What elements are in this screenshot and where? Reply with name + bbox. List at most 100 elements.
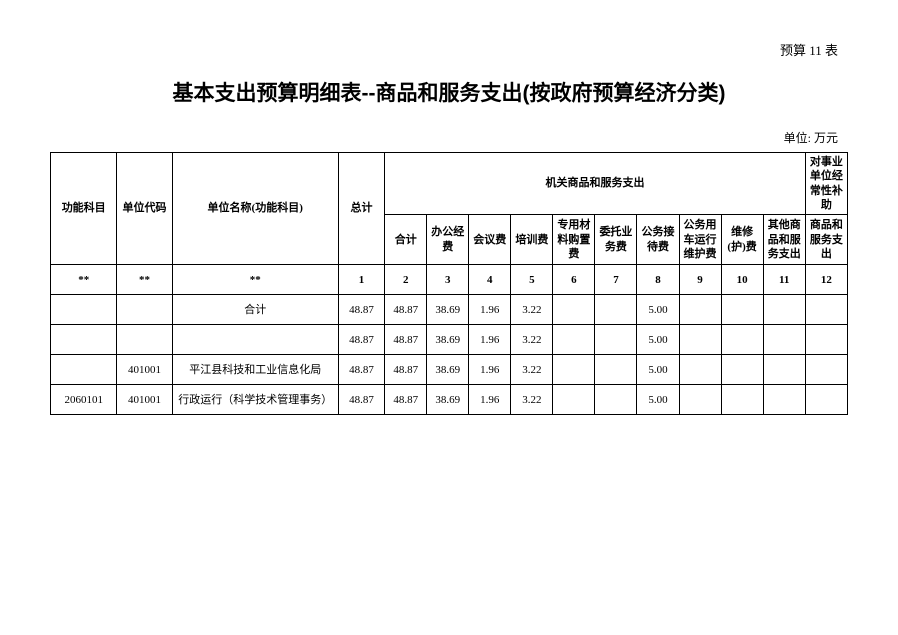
cell-val bbox=[763, 355, 805, 385]
table-row: 合计 48.87 48.87 38.69 1.96 3.22 5.00 bbox=[51, 295, 848, 325]
cell-val: 3.22 bbox=[511, 355, 553, 385]
idx-2: 2 bbox=[385, 265, 427, 295]
th-office-exp: 办公经费 bbox=[427, 215, 469, 265]
cell-val bbox=[595, 385, 637, 415]
index-row: ** ** ** 1 2 3 4 5 6 7 8 9 10 11 12 bbox=[51, 265, 848, 295]
table-row: 48.87 48.87 38.69 1.96 3.22 5.00 bbox=[51, 325, 848, 355]
cell-val bbox=[553, 325, 595, 355]
cell-val bbox=[763, 385, 805, 415]
th-group-subsidy: 对事业单位经常性补助 bbox=[805, 153, 847, 215]
cell-val: 48.87 bbox=[338, 355, 384, 385]
cell-val bbox=[721, 355, 763, 385]
table-row: 401001 平江县科技和工业信息化局 48.87 48.87 38.69 1.… bbox=[51, 355, 848, 385]
cell-val: 48.87 bbox=[338, 325, 384, 355]
unit-label: 单位: 万元 bbox=[50, 129, 848, 146]
page-container: 预算 11 表 基本支出预算明细表--商品和服务支出(按政府预算经济分类) 单位… bbox=[0, 0, 898, 455]
cell-val: 1.96 bbox=[469, 295, 511, 325]
cell-val: 1.96 bbox=[469, 385, 511, 415]
budget-table: 功能科目 单位代码 单位名称(功能科目) 总计 机关商品和服务支出 对事业单位经… bbox=[50, 152, 848, 415]
cell-val: 1.96 bbox=[469, 325, 511, 355]
cell-val: 5.00 bbox=[637, 355, 679, 385]
cell-code bbox=[117, 295, 172, 325]
table-body: 合计 48.87 48.87 38.69 1.96 3.22 5.00 48.8… bbox=[51, 295, 848, 415]
cell-func bbox=[51, 295, 117, 325]
idx-8: 8 bbox=[637, 265, 679, 295]
idx-9: 9 bbox=[679, 265, 721, 295]
th-total: 总计 bbox=[338, 153, 384, 265]
cell-val bbox=[721, 325, 763, 355]
th-special-mat: 专用材料购置费 bbox=[553, 215, 595, 265]
table-row: 2060101 401001 行政运行（科学技术管理事务） 48.87 48.8… bbox=[51, 385, 848, 415]
th-repair: 维修(护)费 bbox=[721, 215, 763, 265]
th-other-goods: 其他商品和服务支出 bbox=[763, 215, 805, 265]
idx-1: 1 bbox=[338, 265, 384, 295]
cell-code: 401001 bbox=[117, 385, 172, 415]
cell-val: 3.22 bbox=[511, 385, 553, 415]
cell-name: 平江县科技和工业信息化局 bbox=[172, 355, 338, 385]
cell-val: 5.00 bbox=[637, 385, 679, 415]
th-unit-name: 单位名称(功能科目) bbox=[172, 153, 338, 265]
cell-val bbox=[805, 295, 847, 325]
idx-10: 10 bbox=[721, 265, 763, 295]
cell-val: 48.87 bbox=[385, 325, 427, 355]
idx-3: 3 bbox=[427, 265, 469, 295]
cell-val bbox=[553, 295, 595, 325]
idx-11: 11 bbox=[763, 265, 805, 295]
page-title: 基本支出预算明细表--商品和服务支出(按政府预算经济分类) bbox=[50, 77, 848, 107]
cell-func bbox=[51, 355, 117, 385]
cell-val bbox=[763, 295, 805, 325]
cell-val bbox=[805, 355, 847, 385]
th-training: 培训费 bbox=[511, 215, 553, 265]
cell-val bbox=[553, 355, 595, 385]
cell-val bbox=[679, 325, 721, 355]
cell-name bbox=[172, 325, 338, 355]
table-header: 功能科目 单位代码 单位名称(功能科目) 总计 机关商品和服务支出 对事业单位经… bbox=[51, 153, 848, 295]
cell-val: 48.87 bbox=[338, 295, 384, 325]
cell-val bbox=[721, 385, 763, 415]
cell-name: 行政运行（科学技术管理事务） bbox=[172, 385, 338, 415]
cell-val bbox=[805, 385, 847, 415]
cell-val bbox=[763, 325, 805, 355]
cell-code bbox=[117, 325, 172, 355]
th-official-recv: 公务接待费 bbox=[637, 215, 679, 265]
idx-12: 12 bbox=[805, 265, 847, 295]
idx-c1: ** bbox=[117, 265, 172, 295]
idx-6: 6 bbox=[553, 265, 595, 295]
idx-c2: ** bbox=[172, 265, 338, 295]
cell-val: 3.22 bbox=[511, 325, 553, 355]
cell-val bbox=[595, 295, 637, 325]
cell-val: 1.96 bbox=[469, 355, 511, 385]
cell-val: 48.87 bbox=[385, 385, 427, 415]
idx-5: 5 bbox=[511, 265, 553, 295]
cell-val bbox=[805, 325, 847, 355]
th-goods-svc-out: 商品和服务支出 bbox=[805, 215, 847, 265]
th-group-agency: 机关商品和服务支出 bbox=[385, 153, 806, 215]
th-vehicle: 公务用车运行维护费 bbox=[679, 215, 721, 265]
idx-4: 4 bbox=[469, 265, 511, 295]
cell-code: 401001 bbox=[117, 355, 172, 385]
cell-val: 48.87 bbox=[385, 355, 427, 385]
th-subtotal: 合计 bbox=[385, 215, 427, 265]
th-entrust: 委托业务费 bbox=[595, 215, 637, 265]
cell-val bbox=[679, 295, 721, 325]
cell-val: 38.69 bbox=[427, 355, 469, 385]
cell-val: 5.00 bbox=[637, 325, 679, 355]
cell-func: 2060101 bbox=[51, 385, 117, 415]
th-unit-code: 单位代码 bbox=[117, 153, 172, 265]
cell-name: 合计 bbox=[172, 295, 338, 325]
cell-val: 38.69 bbox=[427, 385, 469, 415]
th-func-subject: 功能科目 bbox=[51, 153, 117, 265]
cell-val: 38.69 bbox=[427, 325, 469, 355]
idx-c0: ** bbox=[51, 265, 117, 295]
top-label: 预算 11 表 bbox=[50, 40, 848, 59]
cell-val: 5.00 bbox=[637, 295, 679, 325]
cell-val bbox=[595, 325, 637, 355]
cell-val bbox=[721, 295, 763, 325]
cell-func bbox=[51, 325, 117, 355]
cell-val bbox=[679, 385, 721, 415]
cell-val: 48.87 bbox=[338, 385, 384, 415]
cell-val: 38.69 bbox=[427, 295, 469, 325]
cell-val bbox=[595, 355, 637, 385]
cell-val bbox=[553, 385, 595, 415]
cell-val bbox=[679, 355, 721, 385]
